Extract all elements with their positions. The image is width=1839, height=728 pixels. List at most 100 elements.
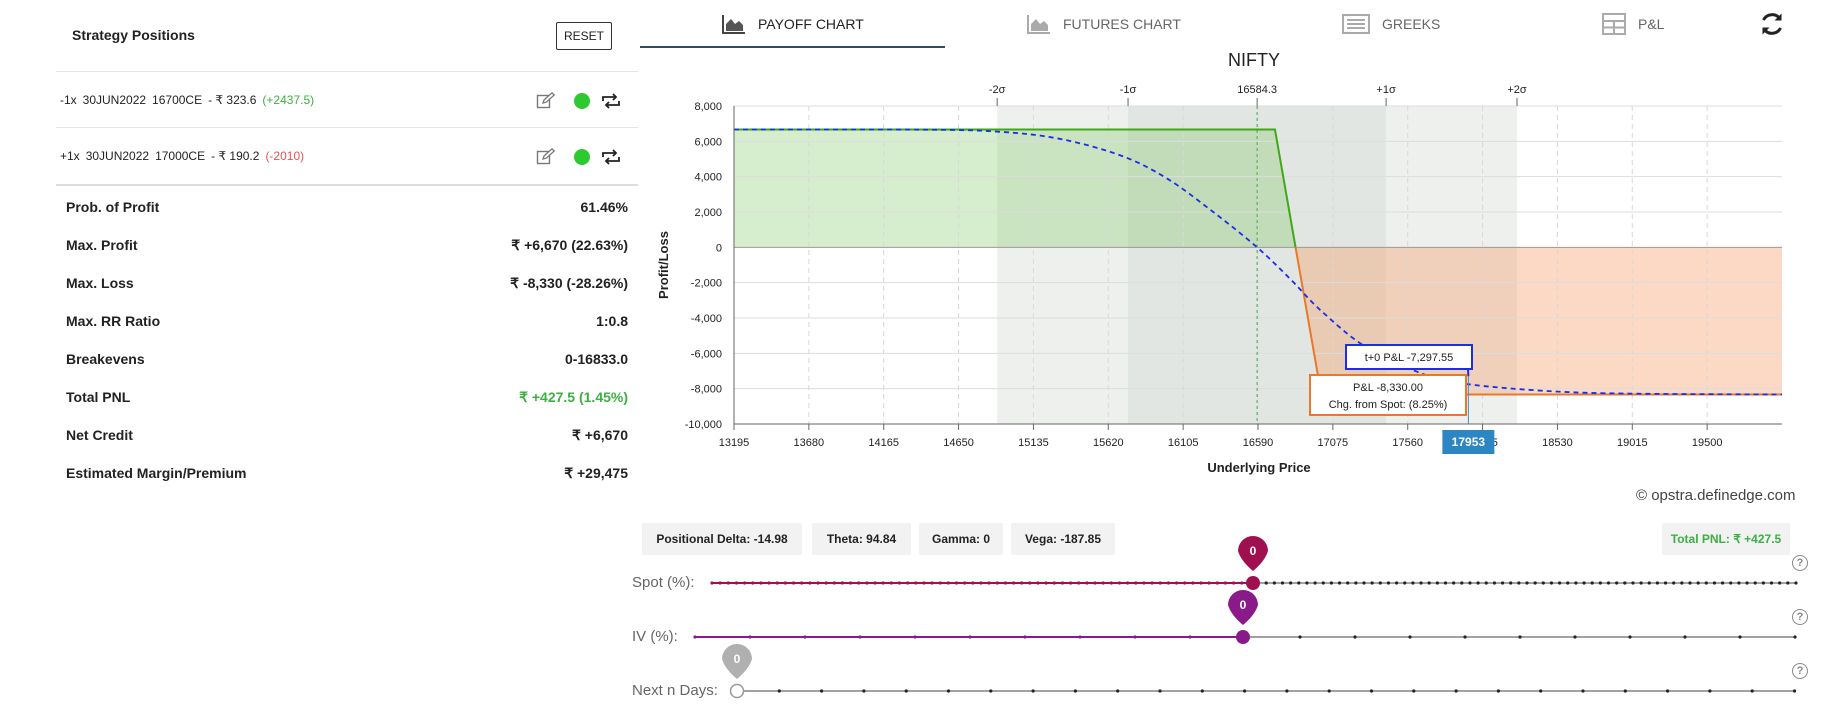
slider-tick: [1496, 689, 1500, 693]
slider-tick: [862, 689, 866, 693]
slider-tick: [1628, 635, 1632, 639]
active-tab-indicator: [640, 46, 945, 48]
position-row: -1x 30JUN2022 16700CE - ₹ 323.6 (+2437.5): [56, 72, 638, 128]
slider-tick: [1052, 581, 1056, 585]
y-axis-title: Profit/Loss: [656, 231, 671, 299]
y-tick-label: -8,000: [691, 384, 722, 396]
slider-tick: [1688, 581, 1692, 585]
x-tick-label: 13195: [719, 437, 750, 449]
stat-value: 1:0.8: [596, 313, 628, 329]
slider-tick: [1077, 581, 1081, 585]
grid-icon: [1602, 13, 1626, 35]
x-tick-label: 15135: [1018, 437, 1049, 449]
y-tick-label: -6,000: [691, 348, 722, 360]
slider-tick: [1484, 581, 1488, 585]
theta-chip: Theta: 94.84: [812, 523, 911, 555]
slider-tick: [1386, 581, 1391, 585]
swap-icon[interactable]: [600, 91, 622, 111]
active-status-icon[interactable]: [574, 149, 590, 165]
slider-tick: [873, 581, 877, 585]
x-tick-label: 14165: [868, 437, 899, 449]
tab-payoff-chart[interactable]: PAYOFF CHART: [722, 10, 864, 38]
slider-tick: [922, 581, 926, 585]
edit-icon[interactable]: [536, 148, 556, 166]
help-icon[interactable]: ?: [1792, 663, 1808, 679]
swap-icon[interactable]: [600, 147, 622, 167]
reset-button[interactable]: RESET: [556, 22, 612, 50]
slider-tick: [1321, 581, 1325, 585]
slider-tick: [808, 581, 812, 585]
position-expiry: 30JUN2022: [85, 149, 150, 163]
stat-label: Estimated Margin/Premium: [66, 465, 247, 481]
stat-row: Prob. of Profit 61.46%: [56, 188, 638, 226]
slider-tick: [1533, 581, 1537, 585]
slider-tick: [906, 581, 910, 585]
slider-tick: [968, 635, 972, 639]
slider-tick: [1738, 635, 1742, 639]
slider-tick: [1581, 689, 1585, 693]
crosshair-x-label: 17953: [1452, 435, 1486, 449]
slider-tick: [987, 581, 991, 585]
stat-row: Estimated Margin/Premium ₹ +29,475: [56, 454, 638, 492]
x-tick-label: 19015: [1617, 437, 1648, 449]
slider-tick: [718, 581, 722, 585]
position-strike: 17000CE: [155, 149, 206, 163]
slider-tick: [1183, 581, 1187, 585]
stat-row: Max. Loss ₹ -8,330 (-28.26%): [56, 264, 638, 302]
slider-tick: [1623, 581, 1627, 585]
stat-value: ₹ +6,670: [571, 427, 628, 443]
slider-tick: [1133, 635, 1137, 639]
slider-value-text: 0: [1250, 544, 1257, 558]
tab-greeks[interactable]: GREEKS: [1342, 10, 1440, 38]
slider-tick: [1174, 581, 1179, 585]
slider-tick: [1412, 689, 1416, 693]
slider-tick: [954, 581, 959, 585]
slider-tick: [1615, 581, 1619, 585]
slider-tick: [1704, 581, 1708, 585]
slider-tick: [1623, 689, 1627, 693]
slider-tick: [1395, 581, 1399, 585]
slider-tick: [1745, 581, 1749, 585]
slider-tick: [775, 581, 779, 585]
slider-tick: [1492, 581, 1496, 585]
stat-row: Max. Profit ₹ +6,670 (22.63%): [56, 226, 638, 264]
tab-pnl[interactable]: P&L: [1602, 10, 1664, 38]
sigma-label: -1σ: [1120, 84, 1137, 96]
chart-tabs: PAYOFF CHART FUTURES CHART GREEKS P&L: [640, 0, 1839, 48]
slider-tick: [1036, 581, 1040, 585]
stat-label: Max. RR Ratio: [66, 313, 161, 329]
area-chart-icon: [722, 15, 745, 34]
payoff-chart[interactable]: 8,000 6,000 4,000 2,000 0 -2,000 -4,000 -6,000 -…: [640, 48, 1800, 508]
slider-tick: [1353, 635, 1357, 639]
slider-tick: [1443, 581, 1448, 585]
slider-tick: [971, 581, 975, 585]
edit-icon[interactable]: [536, 92, 556, 110]
stat-value: ₹ +29,475: [564, 465, 628, 481]
slider-tick: [1408, 635, 1412, 639]
expiry-tooltip-pointer: [1465, 393, 1469, 396]
y-tick-label: 8,000: [694, 101, 722, 113]
help-icon[interactable]: ?: [1792, 555, 1808, 571]
position-desc: +1x 30JUN2022 17000CE - ₹ 190.2 (-2010): [60, 149, 310, 163]
stat-label: Total PNL: [66, 389, 131, 405]
slider-tick: [1539, 689, 1543, 693]
active-status-icon[interactable]: [574, 93, 590, 109]
stat-row: Total PNL ₹ +427.5 (1.45%): [56, 378, 638, 416]
position-expiry: 30JUN2022: [82, 93, 147, 107]
y-tick-label: -2,000: [691, 278, 722, 290]
slider-tick: [1737, 581, 1741, 585]
slider-tick: [1117, 581, 1122, 585]
slider-tick: [1647, 581, 1651, 585]
slider-tick: [857, 581, 861, 585]
slider-tick: [1793, 635, 1797, 639]
slider-tick: [1003, 581, 1008, 585]
slider-tick: [1166, 581, 1170, 585]
slider-tick: [1378, 581, 1382, 585]
tab-futures-chart[interactable]: FUTURES CHART: [1027, 10, 1181, 38]
slider-value-bubble: [722, 644, 752, 679]
help-icon[interactable]: ?: [1792, 609, 1808, 625]
refresh-icon[interactable]: [1758, 10, 1786, 38]
total-pnl-chip: Total PNL: ₹ +427.5: [1662, 523, 1790, 555]
slider-tick: [1663, 581, 1668, 585]
